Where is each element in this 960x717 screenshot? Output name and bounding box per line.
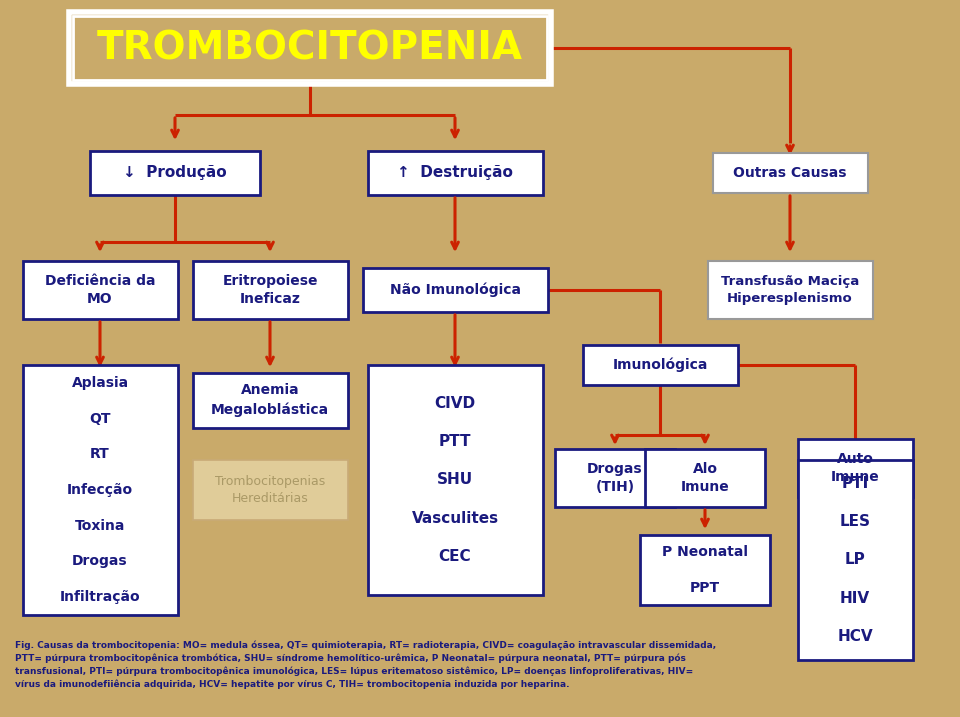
FancyBboxPatch shape — [368, 365, 542, 595]
FancyBboxPatch shape — [640, 535, 770, 605]
Text: ↓  Produção: ↓ Produção — [123, 166, 227, 181]
Text: Eritropoiese
Ineficaz: Eritropoiese Ineficaz — [223, 274, 318, 306]
FancyBboxPatch shape — [69, 12, 551, 84]
Text: TROMBOCITOPENIA: TROMBOCITOPENIA — [97, 29, 523, 67]
Text: Fig. Causas da trombocitopenia: MO= medula óssea, QT= quimioterapia, RT= radiote: Fig. Causas da trombocitopenia: MO= medu… — [15, 640, 716, 689]
FancyBboxPatch shape — [645, 449, 765, 507]
FancyBboxPatch shape — [798, 439, 913, 497]
Text: ↑  Destruição: ↑ Destruição — [397, 166, 513, 181]
Text: Trombocitopenias
Hereditárias: Trombocitopenias Hereditárias — [215, 475, 325, 505]
Text: PTI

LES

LP

HIV

HCV: PTI LES LP HIV HCV — [837, 475, 873, 645]
Text: Alo
Imune: Alo Imune — [681, 462, 730, 494]
Text: Aplasia

QT

RT

Infecção

Toxina

Drogas

Infiltração: Aplasia QT RT Infecção Toxina Drogas Inf… — [60, 376, 140, 604]
FancyBboxPatch shape — [555, 449, 675, 507]
FancyBboxPatch shape — [363, 268, 547, 312]
Text: CIVD

PTT

SHU

Vasculites

CEC: CIVD PTT SHU Vasculites CEC — [412, 396, 498, 564]
Text: P Neonatal

PPT: P Neonatal PPT — [662, 545, 748, 595]
Text: Outras Causas: Outras Causas — [733, 166, 847, 180]
Text: Auto
Imune: Auto Imune — [830, 452, 879, 484]
Text: Deficiência da
MO: Deficiência da MO — [45, 274, 156, 306]
FancyBboxPatch shape — [90, 151, 260, 195]
Text: Anemia
Megaloblástica: Anemia Megaloblástica — [211, 384, 329, 417]
FancyBboxPatch shape — [193, 261, 348, 319]
FancyBboxPatch shape — [368, 151, 542, 195]
FancyBboxPatch shape — [73, 16, 547, 80]
Text: Transfusão Maciça
Hiperesplenismo: Transfusão Maciça Hiperesplenismo — [721, 275, 859, 305]
Text: Drogas
(TIH): Drogas (TIH) — [588, 462, 643, 494]
FancyBboxPatch shape — [798, 460, 913, 660]
FancyBboxPatch shape — [583, 345, 737, 385]
Text: Imunológica: Imunológica — [612, 358, 708, 372]
FancyBboxPatch shape — [22, 365, 178, 615]
FancyBboxPatch shape — [22, 261, 178, 319]
Text: Não Imunológica: Não Imunológica — [390, 282, 520, 298]
FancyBboxPatch shape — [193, 373, 348, 427]
FancyBboxPatch shape — [712, 153, 868, 193]
FancyBboxPatch shape — [193, 460, 348, 520]
FancyBboxPatch shape — [708, 261, 873, 319]
